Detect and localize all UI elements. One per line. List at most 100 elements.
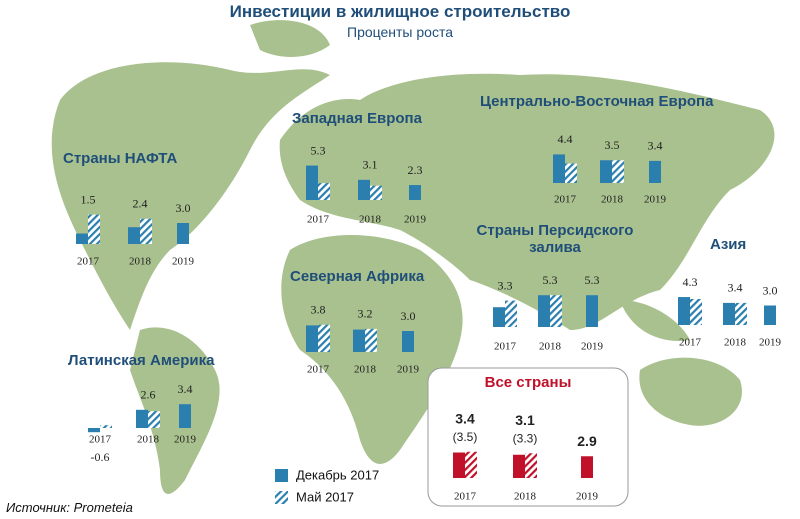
value-label: 5.3 [585,273,600,287]
bar [581,456,593,478]
bar [318,324,330,352]
region-title: Северная Африка [290,268,425,285]
value-label: 3.1 [515,412,535,428]
value-label: 2.6 [141,388,156,402]
bar [553,154,565,183]
x-tick-label: 2019 [397,364,420,376]
highlight-box [427,367,629,507]
value-label: 5.3 [543,273,558,287]
value-label: 2.9 [577,433,597,449]
value-label: 3.0 [176,201,191,215]
bar [402,331,414,352]
value-label: 3.4 [648,139,663,153]
value-label: 4.3 [683,275,698,289]
bar [505,300,517,327]
x-tick-label: 2019 [174,434,197,446]
value-label: 3.3 [498,278,513,292]
bar [525,453,537,478]
bar [177,223,189,244]
region-title: Латинская Америка [68,352,215,369]
x-tick-label: 2017 [554,194,577,206]
x-tick-label: 2019 [644,194,667,206]
value-label: -0.6 [91,450,110,464]
value-label: (3.3) [513,431,538,445]
bar [600,160,612,183]
bar [365,328,377,352]
bar [465,451,477,478]
bar [370,185,382,200]
x-tick-label: 2018 [601,194,624,206]
value-label: 3.4 [728,281,743,295]
region-title: Страны Персидского залива [476,222,634,256]
region-title: Все страны [484,374,572,391]
bar [538,295,550,327]
region-title: Страны НАФТА [63,150,178,167]
legend-swatch [275,491,288,504]
x-tick-label: 2017 [494,341,517,353]
value-label: 3.4 [178,382,193,396]
title: Инвестиции в жилищное строительство [229,2,571,21]
value-label: 5.3 [311,143,326,157]
bar [76,233,88,244]
x-tick-label: 2019 [172,256,195,268]
bar [88,428,100,433]
x-tick-label: 2017 [307,214,330,226]
x-tick-label: 2018 [137,434,160,446]
x-tick-label: 2018 [724,337,747,349]
value-label: 3.8 [311,302,326,316]
x-tick-label: 2019 [581,341,604,353]
value-label: 3.0 [763,283,778,297]
x-tick-label: 2017 [89,434,112,446]
x-tick-label: 2019 [576,491,599,503]
region-title: Центрально-Восточная Европа [480,93,714,110]
value-label: 3.5 [605,138,620,152]
bar [764,305,776,325]
x-tick-label: 2018 [539,341,562,353]
bar [723,302,735,325]
bar [88,214,100,244]
region-title: Азия [710,236,747,253]
value-label: 3.1 [363,158,378,172]
bar [735,302,747,325]
bar [358,179,370,200]
x-tick-label: 2017 [454,491,477,503]
bar [306,165,318,200]
x-tick-label: 2019 [759,337,782,349]
legend-label: Декабрь 2017 [296,467,379,482]
bar [409,185,421,200]
legend-swatch [275,469,288,482]
legend-label: Май 2017 [296,489,354,504]
bar [128,227,140,244]
source: Источник: Prometeia [6,500,133,515]
x-tick-label: 2017 [679,337,702,349]
value-label: 2.4 [133,197,148,211]
bar [493,307,505,327]
bar [136,409,148,428]
bar [678,297,690,325]
bar [565,163,577,183]
value-label: 4.4 [558,132,573,146]
bar [179,404,191,428]
x-tick-label: 2017 [307,364,330,376]
region-title: Западная Европа [292,110,422,127]
x-tick-label: 2018 [129,256,152,268]
value-label: 3.2 [358,307,373,321]
bar [318,183,330,200]
bar [550,295,562,327]
value-label: 3.0 [401,309,416,323]
value-label: 2.3 [408,163,423,177]
x-tick-label: 2017 [77,256,100,268]
value-label: 1.5 [81,192,96,206]
bar [586,295,598,327]
bar [100,425,112,428]
x-tick-label: 2018 [514,491,537,503]
value-label: (3.5) [453,430,478,444]
bar [306,325,318,352]
bar [690,299,702,325]
bar [148,411,160,428]
x-tick-label: 2019 [404,214,427,226]
bar [513,454,525,478]
subtitle: Проценты роста [347,24,453,40]
